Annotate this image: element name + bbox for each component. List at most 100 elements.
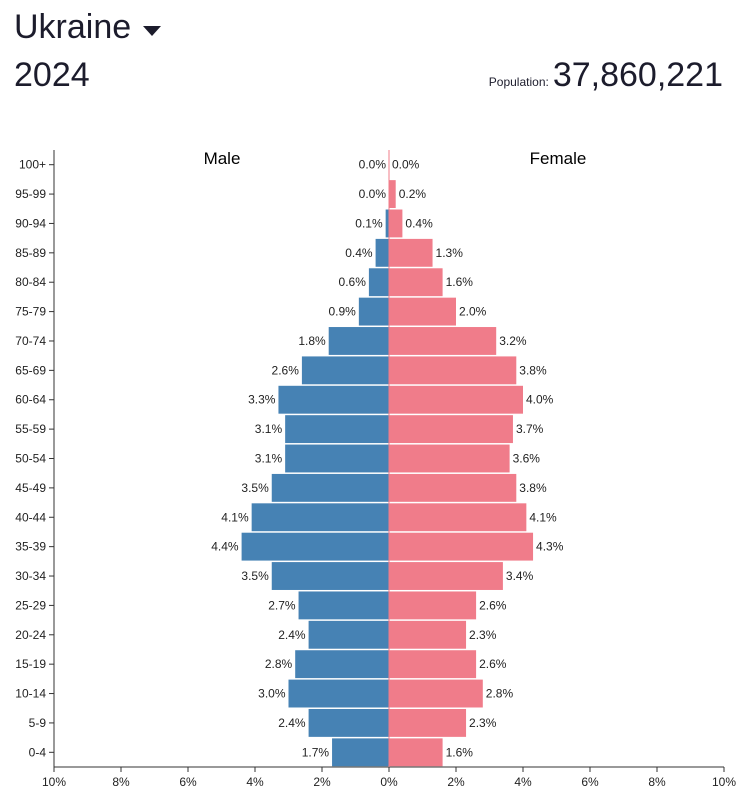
female-bar	[389, 532, 534, 561]
y-tick-label: 10-14	[15, 687, 46, 701]
female-bar	[389, 356, 517, 385]
female-bar	[389, 620, 467, 649]
x-tick-label: 8%	[112, 775, 130, 789]
male-bar	[368, 268, 389, 297]
male-bar	[285, 415, 389, 444]
female-value-label: 1.6%	[446, 275, 474, 289]
legend-female: Female	[530, 149, 587, 168]
female-bar	[389, 503, 527, 532]
male-value-label: 3.5%	[241, 569, 269, 583]
y-tick-label: 0-4	[29, 745, 47, 759]
male-value-label: 2.7%	[268, 598, 296, 612]
male-value-label: 3.5%	[241, 481, 269, 495]
male-value-label: 2.8%	[265, 657, 293, 671]
male-bar	[385, 209, 389, 238]
male-bar	[328, 327, 389, 355]
female-bar	[389, 738, 443, 767]
x-tick-label: 0%	[380, 775, 398, 789]
female-value-label: 2.3%	[469, 628, 497, 642]
y-tick-label: 55-59	[15, 422, 46, 436]
y-tick-label: 20-24	[15, 628, 46, 642]
male-value-label: 2.6%	[272, 363, 300, 377]
male-value-label: 3.1%	[255, 422, 283, 436]
male-value-label: 0.4%	[345, 246, 373, 260]
female-bar	[389, 209, 403, 238]
male-value-label: 4.1%	[221, 510, 249, 524]
female-value-label: 2.6%	[479, 598, 507, 612]
female-bar	[389, 297, 456, 326]
male-value-label: 2.4%	[278, 716, 306, 730]
female-value-label: 2.3%	[469, 716, 497, 730]
male-value-label: 0.6%	[339, 275, 367, 289]
female-value-label: 4.0%	[526, 393, 554, 407]
y-tick-label: 15-19	[15, 657, 46, 671]
male-bar	[308, 620, 389, 649]
male-value-label: 3.1%	[255, 452, 283, 466]
male-bar	[295, 650, 389, 679]
population-display: Population: 37,860,221	[489, 56, 723, 95]
year-label: 2024	[14, 56, 90, 94]
male-bar	[271, 562, 389, 590]
female-value-label: 0.2%	[399, 187, 427, 201]
x-tick-label: 6%	[581, 775, 599, 789]
male-bar	[278, 385, 389, 414]
female-value-label: 3.8%	[519, 481, 547, 495]
female-bar	[389, 679, 483, 708]
male-bar	[271, 473, 389, 502]
y-tick-label: 70-74	[15, 334, 46, 348]
country-name: Ukraine	[14, 8, 132, 46]
x-tick-label: 2%	[313, 775, 331, 789]
x-tick-label: 6%	[179, 775, 197, 789]
female-bar	[389, 327, 497, 355]
y-tick-label: 30-34	[15, 569, 46, 583]
female-value-label: 2.6%	[479, 657, 507, 671]
female-value-label: 3.7%	[516, 422, 544, 436]
y-tick-label: 75-79	[15, 305, 46, 319]
male-bar	[285, 444, 389, 473]
female-value-label: 1.6%	[446, 745, 474, 759]
x-tick-label: 2%	[447, 775, 465, 789]
female-value-label: 0.0%	[392, 158, 420, 172]
y-tick-label: 65-69	[15, 363, 46, 377]
y-tick-label: 80-84	[15, 275, 46, 289]
male-value-label: 0.0%	[359, 187, 387, 201]
y-tick-label: 100+	[19, 158, 46, 172]
female-value-label: 4.3%	[536, 540, 564, 554]
male-value-label: 3.0%	[258, 687, 286, 701]
y-tick-label: 90-94	[15, 216, 46, 230]
female-bar	[389, 591, 477, 620]
x-tick-label: 4%	[514, 775, 532, 789]
female-bar	[389, 650, 477, 679]
female-bar	[389, 385, 523, 414]
male-bar	[251, 503, 389, 532]
y-tick-label: 95-99	[15, 187, 46, 201]
caret-down-icon[interactable]	[143, 25, 162, 36]
male-value-label: 4.4%	[211, 540, 239, 554]
female-value-label: 1.3%	[436, 246, 464, 260]
y-tick-label: 60-64	[15, 393, 46, 407]
male-bar	[332, 738, 389, 767]
male-value-label: 1.7%	[302, 745, 330, 759]
x-tick-label: 10%	[42, 775, 66, 789]
male-value-label: 0.1%	[355, 216, 383, 230]
female-bar	[389, 444, 510, 473]
female-value-label: 2.8%	[486, 687, 514, 701]
male-bar	[288, 679, 389, 708]
country-selector[interactable]: Ukraine	[14, 8, 162, 47]
x-tick-label: 4%	[246, 775, 264, 789]
male-bar	[375, 238, 389, 267]
female-bar	[389, 473, 517, 502]
male-bar	[298, 591, 389, 620]
male-value-label: 1.8%	[298, 334, 326, 348]
female-bar	[389, 268, 443, 297]
y-tick-label: 5-9	[29, 716, 47, 730]
male-value-label: 0.0%	[359, 158, 387, 172]
male-value-label: 2.4%	[278, 628, 306, 642]
y-tick-label: 40-44	[15, 510, 46, 524]
y-tick-label: 35-39	[15, 540, 46, 554]
male-bar	[308, 708, 389, 737]
female-value-label: 0.4%	[405, 216, 433, 230]
y-tick-label: 50-54	[15, 452, 46, 466]
female-value-label: 2.0%	[459, 305, 487, 319]
